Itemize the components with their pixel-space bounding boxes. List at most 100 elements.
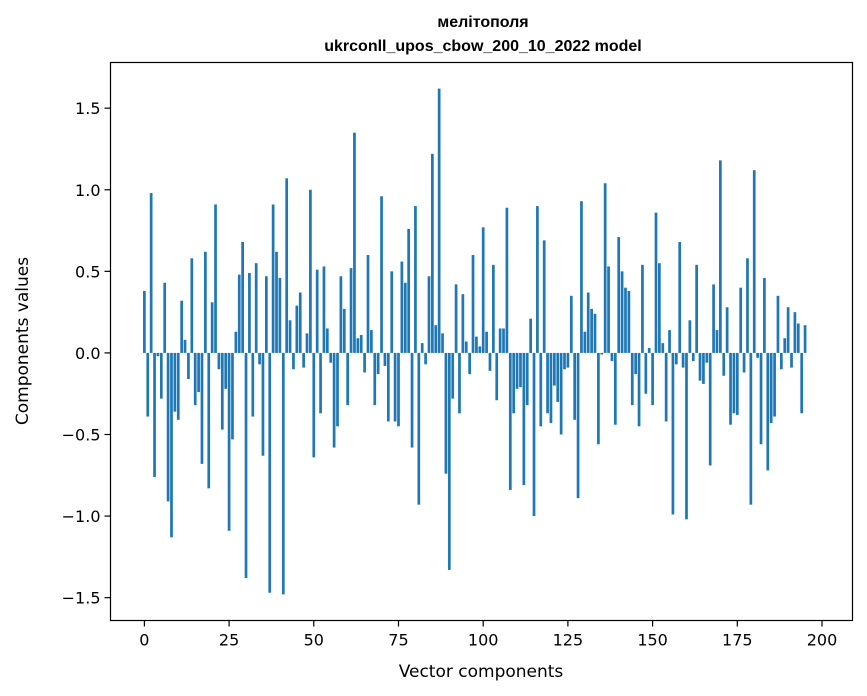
- bar-134: [597, 352, 600, 445]
- bar-187: [776, 295, 780, 353]
- bar-128: [576, 352, 580, 499]
- x-tick-label: 25: [219, 631, 239, 650]
- bar-131: [586, 292, 590, 353]
- bar-42: [285, 178, 289, 353]
- bar-71: [383, 352, 387, 366]
- bar-38: [271, 204, 275, 353]
- bar-21: [214, 204, 217, 353]
- bar-132: [590, 308, 593, 353]
- bar-106: [502, 328, 505, 353]
- bar-155: [668, 330, 671, 353]
- bar-43: [288, 320, 292, 353]
- bar-54: [325, 328, 329, 353]
- bar-81: [417, 352, 421, 505]
- bar-28: [237, 274, 241, 353]
- y-axis-ticks: −1.5 −1.0 −0.5 0.0 0.5 1.0 1.5: [62, 99, 111, 608]
- bar-110: [515, 352, 519, 389]
- bar-50: [312, 352, 316, 458]
- bar-161: [688, 320, 692, 353]
- bar-7: [166, 352, 170, 502]
- bar-82: [420, 343, 424, 353]
- bar-30: [244, 352, 248, 579]
- bar-13: [187, 352, 190, 380]
- bar-31: [248, 272, 251, 353]
- bar-160: [685, 352, 688, 520]
- bar-146: [637, 352, 641, 427]
- bar-87: [437, 88, 441, 353]
- bar-8: [170, 352, 173, 538]
- bar-191: [790, 352, 793, 368]
- bar-59: [342, 308, 346, 353]
- bar-136: [603, 183, 607, 353]
- bar-194: [800, 352, 804, 414]
- bar-18: [204, 251, 207, 353]
- bar-66: [366, 255, 370, 353]
- bar-109: [512, 352, 516, 414]
- bar-52: [319, 352, 322, 414]
- bar-65: [363, 352, 366, 373]
- plot-frame: [109, 61, 854, 622]
- bar-29: [241, 241, 244, 353]
- bar-182: [759, 352, 763, 445]
- bar-165: [702, 352, 705, 384]
- x-axis-label: Vector components: [399, 662, 564, 682]
- y-tick-label: 0.5: [75, 262, 100, 281]
- bar-142: [624, 287, 627, 353]
- bar-75: [397, 352, 400, 427]
- bar-111: [519, 352, 522, 388]
- bar-148: [644, 352, 648, 394]
- bar-156: [671, 352, 675, 515]
- bar-143: [627, 290, 631, 353]
- bar-74: [393, 352, 397, 422]
- bar-12: [183, 339, 187, 353]
- bar-129: [580, 201, 583, 353]
- bar-190: [786, 307, 790, 353]
- bar-124: [563, 352, 566, 370]
- bar-172: [725, 307, 729, 353]
- bar-48: [305, 333, 309, 353]
- bar-193: [796, 323, 800, 353]
- bar-44: [292, 352, 295, 370]
- bar-176: [739, 287, 743, 353]
- bar-60: [346, 352, 350, 406]
- bar-83: [424, 352, 427, 365]
- bar-138: [610, 352, 614, 362]
- bar-139: [613, 352, 617, 425]
- bar-162: [691, 352, 695, 362]
- y-axis-label: Components values: [13, 257, 33, 425]
- bar-32: [251, 352, 255, 417]
- bar-92: [454, 284, 458, 353]
- bar-118: [542, 240, 546, 353]
- y-tick-label: −1.0: [62, 507, 101, 526]
- bar-158: [678, 241, 682, 353]
- bar-56: [332, 352, 336, 448]
- y-tick-label: −1.5: [62, 589, 101, 608]
- bar-126: [569, 295, 573, 353]
- bar-195: [803, 325, 807, 353]
- bar-14: [190, 258, 194, 353]
- bar-15: [193, 352, 197, 406]
- bar-57: [336, 352, 339, 427]
- bar-25: [227, 352, 231, 531]
- bar-17: [200, 352, 204, 464]
- bar-174: [732, 352, 736, 414]
- bar-125: [566, 352, 570, 368]
- bar-120: [549, 352, 553, 424]
- bar-76: [400, 261, 404, 353]
- bar-96: [468, 352, 471, 375]
- x-tick-label: 50: [304, 631, 324, 650]
- y-tick-label: 0.0: [75, 344, 100, 363]
- bar-150: [651, 352, 654, 406]
- bar-23: [220, 352, 224, 430]
- x-tick-label: 150: [637, 631, 668, 650]
- bar-53: [322, 266, 326, 353]
- bar-192: [793, 312, 797, 353]
- bar-0: [143, 290, 146, 353]
- bar-179: [749, 352, 753, 505]
- bar-series: [143, 88, 807, 595]
- bar-122: [556, 352, 560, 402]
- bar-78: [407, 228, 411, 353]
- bar-107: [505, 207, 509, 353]
- bar-84: [427, 276, 431, 353]
